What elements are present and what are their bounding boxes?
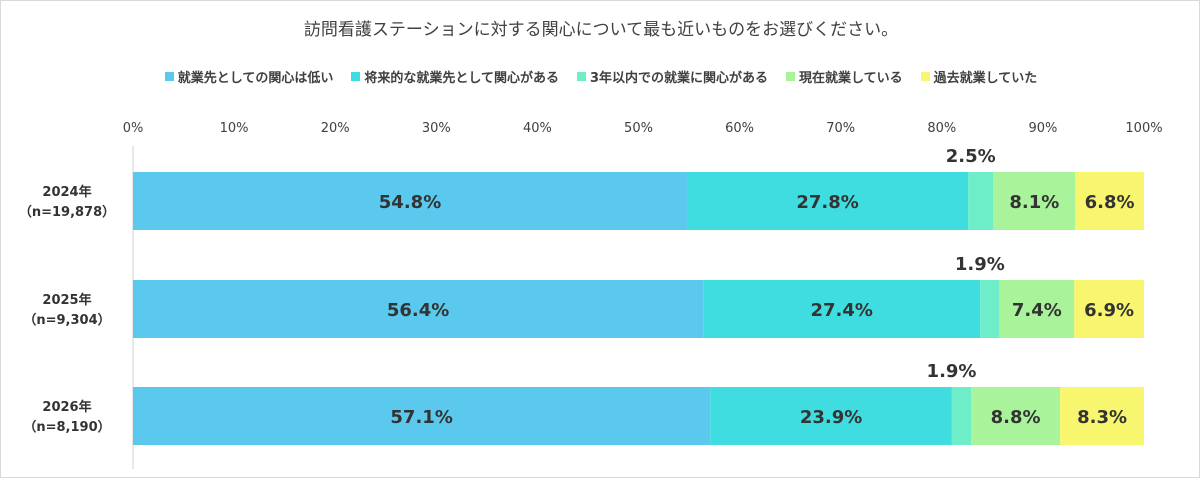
data-label: 8.1% xyxy=(1009,192,1059,213)
data-label: 8.8% xyxy=(991,407,1041,428)
legend-swatch xyxy=(576,72,586,81)
bar-segment xyxy=(971,387,1061,445)
data-label: 6.8% xyxy=(1085,192,1135,213)
legend-item-previously-employed: 過去就業していた xyxy=(920,67,1038,86)
legend-swatch xyxy=(164,72,174,81)
legend-swatch xyxy=(920,72,930,81)
x-tick-label: 60% xyxy=(725,121,754,136)
x-tick-label: 30% xyxy=(422,121,451,136)
x-tick-label: 40% xyxy=(523,121,552,136)
data-label: 27.8% xyxy=(796,192,858,213)
category-label: 2026年 xyxy=(42,399,91,415)
bar-segment xyxy=(999,280,1075,338)
bar-segment xyxy=(687,172,969,230)
data-label: 57.1% xyxy=(390,407,452,428)
x-tick-label: 90% xyxy=(1028,121,1057,136)
legend-swatch xyxy=(786,72,796,81)
category-label: 2024年 xyxy=(42,184,91,200)
category-sublabel: （n=9,304） xyxy=(23,312,110,328)
bar-segment xyxy=(1074,280,1144,338)
category-label: 2025年 xyxy=(42,292,91,308)
x-tick-label: 20% xyxy=(321,121,350,136)
legend-item-currently-employed: 現在就業している xyxy=(786,67,903,86)
bar-segment xyxy=(1060,387,1144,445)
data-label: 6.9% xyxy=(1084,300,1134,321)
x-tick-label: 80% xyxy=(927,121,956,136)
x-tick-label: 0% xyxy=(123,121,144,136)
bar-segment xyxy=(710,387,952,445)
bar-segment xyxy=(951,387,972,445)
data-label: 7.4% xyxy=(1012,300,1062,321)
legend-label: 将来的な就業先として関心がある xyxy=(364,71,559,86)
data-label: 1.9% xyxy=(927,361,977,382)
chart-title: 訪問看護ステーションに対する関心について最も近いものをお選びください。 xyxy=(303,20,899,40)
data-label: 8.3% xyxy=(1077,407,1127,428)
legend-label: 現在就業している xyxy=(799,71,903,86)
bar-segment xyxy=(993,172,1076,230)
data-label: 1.9% xyxy=(955,254,1005,275)
bar-segment xyxy=(1075,172,1144,230)
data-label: 2.5% xyxy=(946,146,996,167)
bar-segment xyxy=(968,172,994,230)
x-tick-label: 50% xyxy=(624,121,653,136)
legend-item-future-interest: 将来的な就業先として関心がある xyxy=(351,67,559,86)
legend-swatch xyxy=(351,72,361,81)
data-label: 23.9% xyxy=(800,407,862,428)
legend-label: 就業先としての関心は低い xyxy=(177,71,334,86)
x-tick-label: 70% xyxy=(826,121,855,136)
chart-legend: 就業先としての関心は低い 将来的な就業先として関心がある 3年以内での就業に関心… xyxy=(1,67,1200,86)
data-label: 27.4% xyxy=(810,300,872,321)
legend-label: 3年以内での就業に関心がある xyxy=(589,71,769,86)
legend-item-low-interest: 就業先としての関心は低い xyxy=(164,67,334,86)
data-label: 54.8% xyxy=(379,192,441,213)
category-sublabel: （n=19,878） xyxy=(19,204,115,220)
data-label: 56.4% xyxy=(387,300,449,321)
bar-segment xyxy=(133,280,704,338)
legend-item-within-3-years: 3年以内での就業に関心がある xyxy=(576,67,769,86)
x-tick-label: 10% xyxy=(220,121,249,136)
bar-segment xyxy=(703,280,981,338)
bar-segment xyxy=(133,172,688,230)
bar-segment xyxy=(133,387,711,445)
category-sublabel: （n=8,190） xyxy=(23,419,110,435)
bar-segment xyxy=(980,280,1000,338)
x-tick-label: 100% xyxy=(1125,121,1162,136)
legend-label: 過去就業していた xyxy=(933,71,1038,86)
